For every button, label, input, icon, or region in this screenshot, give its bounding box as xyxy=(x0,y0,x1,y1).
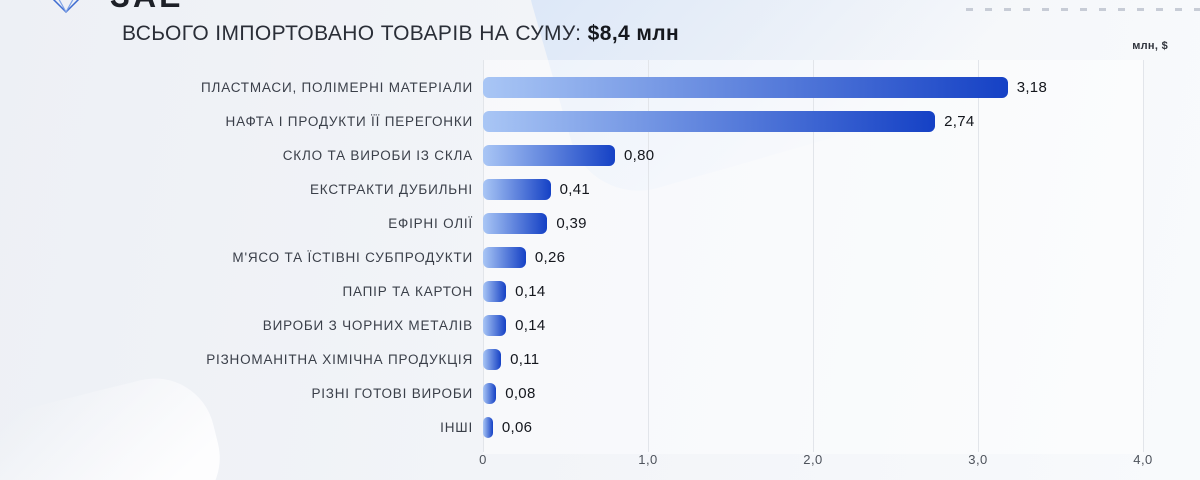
bar-track: 3,18 xyxy=(483,76,1143,98)
bar xyxy=(483,314,507,336)
logo-wordmark: ЗАЕ xyxy=(110,0,184,15)
category-label: ЕФІРНІ ОЛІЇ xyxy=(388,215,473,231)
bar-track: 0,14 xyxy=(483,314,1143,336)
bar-track: 2,74 xyxy=(483,110,1143,132)
chart-title-total: $8,4 млн xyxy=(587,22,680,45)
bar xyxy=(483,246,526,268)
value-label: 0,41 xyxy=(559,180,591,198)
category-label: НАФТА І ПРОДУКТИ ЇЇ ПЕРЕГОНКИ xyxy=(225,113,473,129)
value-label: 0,06 xyxy=(501,418,533,436)
bar-track: 0,80 xyxy=(483,144,1143,166)
bar xyxy=(483,212,548,234)
value-label: 0,14 xyxy=(515,316,546,334)
bar-track: 0,06 xyxy=(483,416,1143,438)
bar xyxy=(483,280,507,302)
bar-track: 0,39 xyxy=(483,212,1143,234)
bar-row: ЕКСТРАКТИ ДУБИЛЬНІ 0,41 xyxy=(0,172,1200,206)
chart-title-prefix: ВСЬОГО ІМПОРТОВАНО ТОВАРІВ НА СУМУ: xyxy=(122,22,588,45)
value-label: 0,80 xyxy=(624,146,655,164)
bar xyxy=(483,144,615,166)
category-label: М'ЯСО ТА ЇСТІВНІ СУБПРОДУКТИ xyxy=(232,249,473,265)
bar-track: 0,11 xyxy=(483,348,1143,370)
bar xyxy=(483,76,1008,98)
bar-row: РІЗНОМАНІТНА ХІМІЧНА ПРОДУКЦІЯ 0,11 xyxy=(0,342,1200,376)
value-label: 0,08 xyxy=(505,384,536,402)
value-label: 0,11 xyxy=(510,350,540,368)
category-label: ПЛАСТМАСИ, ПОЛІМЕРНІ МАТЕРІАЛИ xyxy=(201,79,473,95)
bar-track: 0,08 xyxy=(483,382,1143,404)
axis-unit-label: млн, $ xyxy=(1132,40,1168,52)
category-label: СКЛО ТА ВИРОБИ ІЗ СКЛА xyxy=(282,147,473,163)
bar xyxy=(483,382,497,404)
x-tick-label: 3,0 xyxy=(968,452,988,467)
category-label: ЕКСТРАКТИ ДУБИЛЬНІ xyxy=(310,181,473,197)
gridline xyxy=(978,60,979,452)
bar xyxy=(483,178,551,200)
bar-track: 0,14 xyxy=(483,280,1143,302)
bar-row: ЕФІРНІ ОЛІЇ 0,39 xyxy=(0,206,1200,240)
gridline xyxy=(648,60,649,452)
x-axis-ticks: 0 1,0 2,0 3,0 4,0 xyxy=(479,452,1152,470)
dashed-line-decoration xyxy=(966,8,1200,11)
gridline xyxy=(1143,60,1144,452)
bar xyxy=(483,416,493,438)
value-label: 0,39 xyxy=(556,214,587,232)
bar-track: 0,26 xyxy=(483,246,1143,268)
bar-rows: ПЛАСТМАСИ, ПОЛІМЕРНІ МАТЕРІАЛИ 3,18 НАФТ… xyxy=(0,70,1200,444)
x-tick-label: 1,0 xyxy=(638,452,658,467)
value-label: 0,14 xyxy=(515,282,546,300)
bar-track: 0,41 xyxy=(483,178,1143,200)
bar xyxy=(483,348,502,370)
x-tick-label: 2,0 xyxy=(803,452,823,467)
bar-row: СКЛО ТА ВИРОБИ ІЗ СКЛА 0,80 xyxy=(0,138,1200,172)
bar-row: РІЗНІ ГОТОВІ ВИРОБИ 0,08 xyxy=(0,376,1200,410)
category-label: ПАПІР ТА КАРТОН xyxy=(342,283,473,299)
chart-title: ВСЬОГО ІМПОРТОВАНО ТОВАРІВ НА СУМУ: $8,4… xyxy=(122,22,679,46)
bar-row: НАФТА І ПРОДУКТИ ЇЇ ПЕРЕГОНКИ 2,74 xyxy=(0,104,1200,138)
bar-row: ІНШІ 0,06 xyxy=(0,410,1200,444)
bar-row: ПАПІР ТА КАРТОН 0,14 xyxy=(0,274,1200,308)
value-label: 3,18 xyxy=(1016,78,1048,96)
x-tick-label: 4,0 xyxy=(1133,452,1153,467)
category-label: РІЗНОМАНІТНА ХІМІЧНА ПРОДУКЦІЯ xyxy=(206,351,473,367)
gem-wireframe-icon xyxy=(38,0,94,19)
value-label: 0,26 xyxy=(534,248,566,266)
bar-row: ВИРОБИ З ЧОРНИХ МЕТАЛІВ 0,14 xyxy=(0,308,1200,342)
x-tick-label: 0 xyxy=(479,452,487,467)
gridline xyxy=(813,60,814,452)
category-label: ІНШІ xyxy=(440,419,473,435)
value-label: 2,74 xyxy=(944,112,975,130)
bar-row: М'ЯСО ТА ЇСТІВНІ СУБПРОДУКТИ 0,26 xyxy=(0,240,1200,274)
category-label: РІЗНІ ГОТОВІ ВИРОБИ xyxy=(311,385,473,401)
bar-row: ПЛАСТМАСИ, ПОЛІМЕРНІ МАТЕРІАЛИ 3,18 xyxy=(0,70,1200,104)
bar xyxy=(483,110,936,132)
category-label: ВИРОБИ З ЧОРНИХ МЕТАЛІВ xyxy=(262,317,473,333)
